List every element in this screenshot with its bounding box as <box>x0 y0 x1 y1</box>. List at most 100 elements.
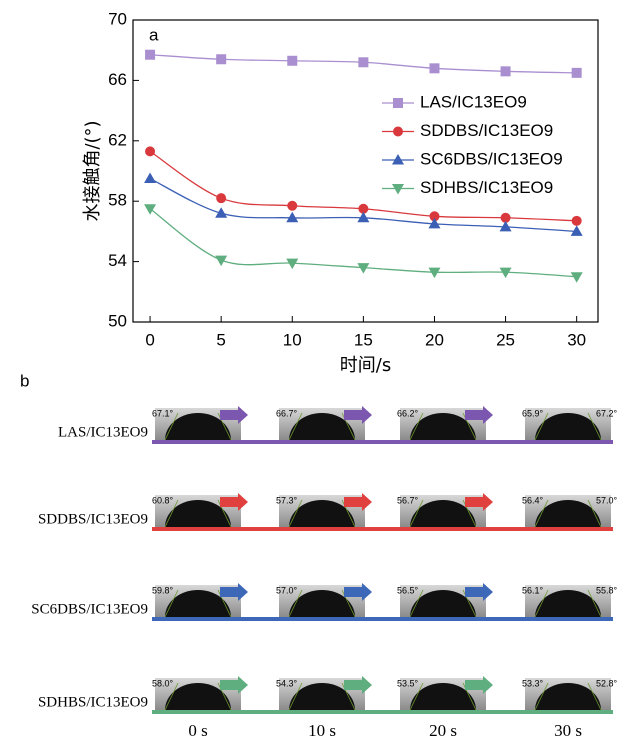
tangent <box>534 412 549 441</box>
arrow <box>465 493 493 511</box>
tangent <box>409 589 424 618</box>
droplet <box>289 500 355 527</box>
angle-label: 65.9° <box>522 408 544 418</box>
marker <box>144 172 157 184</box>
x-axis-label: 时间/s <box>340 355 391 376</box>
legend-label: SDHBS/IC13EO9 <box>420 178 553 197</box>
marker <box>358 203 369 214</box>
marker <box>428 217 441 229</box>
tangent <box>288 682 303 711</box>
legend-marker <box>393 126 403 137</box>
marker <box>215 255 228 267</box>
x-tick-label: 25 <box>496 330 515 349</box>
plot-frame <box>132 19 599 323</box>
arrow <box>220 406 248 424</box>
droplet <box>289 590 355 617</box>
y-tick-label: 62 <box>108 130 127 149</box>
droplet <box>535 413 601 440</box>
marker <box>287 55 298 66</box>
legend-marker <box>392 184 404 195</box>
marker <box>215 207 228 218</box>
tangent <box>534 682 549 711</box>
droplet <box>165 683 231 710</box>
arrow <box>220 493 248 511</box>
arrow <box>344 406 372 424</box>
marker <box>357 211 370 223</box>
angle-label: 59.8° <box>152 585 174 595</box>
droplet <box>165 413 231 440</box>
legend-label: SDDBS/IC13EO9 <box>420 121 553 140</box>
droplet <box>165 500 231 527</box>
angle-label: 57.0° <box>276 585 298 595</box>
droplet <box>289 683 355 710</box>
angle-label: 54.3° <box>276 678 298 688</box>
baseline-bar <box>152 710 613 714</box>
time-label: 0 s <box>188 721 207 740</box>
marker <box>499 220 512 232</box>
tangent <box>587 412 602 441</box>
y-tick-label: 50 <box>108 311 127 330</box>
marker <box>144 204 157 215</box>
marker <box>499 267 512 279</box>
tangent <box>409 412 424 441</box>
droplet <box>535 590 601 617</box>
angle-label: 56.1° <box>522 585 544 595</box>
angle-label: 56.7° <box>397 495 419 505</box>
marker <box>145 49 156 60</box>
angle-label: 52.8° <box>596 678 618 688</box>
tangent <box>409 682 424 711</box>
row-label: SC6DBS/IC13EO9 <box>31 601 148 617</box>
droplet <box>410 590 476 617</box>
tangent <box>288 589 303 618</box>
row-label: SDDBS/IC13EO9 <box>38 511 148 527</box>
tangent <box>288 412 303 441</box>
marker <box>570 225 583 236</box>
tangent <box>587 499 602 528</box>
marker <box>571 67 582 78</box>
angle-label: 60.8° <box>152 495 174 505</box>
marker <box>570 272 583 283</box>
tangent <box>164 499 179 528</box>
tangent <box>587 682 602 711</box>
droplet <box>410 413 476 440</box>
droplet <box>410 683 476 710</box>
row-label: LAS/IC13EO9 <box>58 424 148 440</box>
y-tick-label: 70 <box>108 9 127 28</box>
arrow <box>465 583 493 601</box>
time-label: 30 s <box>554 721 582 740</box>
x-tick-label: 10 <box>283 330 302 349</box>
marker <box>500 212 511 223</box>
row-label: SDHBS/IC13EO9 <box>38 694 148 710</box>
droplet <box>535 683 601 710</box>
legend-label: SC6DBS/IC13EO9 <box>420 149 563 168</box>
angle-label: 67.2° <box>596 408 618 418</box>
y-tick-label: 66 <box>108 70 127 89</box>
marker <box>429 63 440 74</box>
droplet <box>165 590 231 617</box>
droplet <box>410 500 476 527</box>
angle-label: 57.3° <box>276 495 298 505</box>
angle-label: 55.8° <box>596 585 618 595</box>
tangent <box>409 499 424 528</box>
x-tick-label: 20 <box>425 330 444 349</box>
marker <box>428 267 441 279</box>
angle-label: 66.7° <box>276 408 298 418</box>
tangent <box>534 499 549 528</box>
marker <box>286 211 299 223</box>
legend-marker <box>393 98 403 108</box>
legend-marker <box>392 154 404 165</box>
x-tick-label: 15 <box>354 330 373 349</box>
x-tick-label: 30 <box>567 330 586 349</box>
angle-label: 53.5° <box>397 678 419 688</box>
angle-label: 56.5° <box>397 585 419 595</box>
marker <box>358 57 369 68</box>
droplet <box>535 500 601 527</box>
marker <box>216 193 227 204</box>
droplet <box>289 413 355 440</box>
arrow <box>344 583 372 601</box>
arrow <box>344 676 372 694</box>
time-label: 20 s <box>429 721 457 740</box>
angle-label: 58.0° <box>152 678 174 688</box>
baseline-bar <box>152 527 613 531</box>
